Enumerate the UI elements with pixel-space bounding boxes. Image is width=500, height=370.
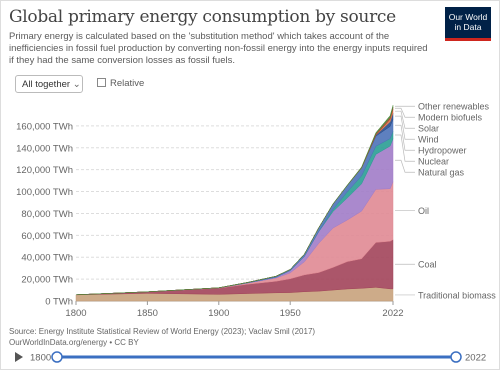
checkbox-box <box>97 78 106 87</box>
source-line: Source: Energy Institute Statistical Rev… <box>9 327 316 336</box>
legend-label[interactable]: Solar <box>418 124 439 134</box>
timeline-start: 1800 <box>30 353 51 364</box>
chart-subtitle: Primary energy is calculated based on th… <box>9 31 428 66</box>
legend-label[interactable]: Coal <box>418 260 437 270</box>
y-tick-label: 20,000 TWh <box>21 275 73 286</box>
x-tick-label: 1950 <box>280 308 301 319</box>
timeline-handle[interactable] <box>450 351 462 363</box>
timeline-handle[interactable] <box>51 351 63 363</box>
timeline-end: 2022 <box>465 353 486 364</box>
legend-label[interactable]: Traditional biomass <box>418 290 496 300</box>
y-tick-label: 60,000 TWh <box>21 231 73 242</box>
x-tick-label: 1850 <box>137 308 158 319</box>
area <box>75 105 394 296</box>
x-tick-label: 1900 <box>208 308 229 319</box>
y-tick-label: 40,000 TWh <box>21 253 73 264</box>
chart-title: Global primary energy consumption by sou… <box>9 7 396 27</box>
checkbox[interactable]: Relative <box>97 78 144 89</box>
logo-line: in Data <box>454 22 482 32</box>
y-tick-label: 140,000 TWh <box>16 143 73 154</box>
y-tick-label: 80,000 TWh <box>21 209 73 220</box>
dropdown[interactable]: All together ⌄ <box>15 75 83 93</box>
checkbox-label: Relative <box>110 78 145 89</box>
legend-label[interactable]: Nuclear <box>418 157 449 167</box>
legend-connector <box>395 110 415 129</box>
dropdown-caret: ⌄ <box>72 79 81 90</box>
legend-label[interactable]: Other renewables <box>418 102 490 112</box>
play-button[interactable] <box>15 352 23 362</box>
legend-connector <box>395 107 415 118</box>
legend-connector <box>395 115 415 140</box>
y-tick-label: 100,000 TWh <box>16 187 73 198</box>
source-line[interactable]: OurWorldInData.org/energy • CC BY <box>9 338 139 347</box>
legend-label[interactable]: Oil <box>418 206 429 216</box>
legend-label[interactable]: Modern biofuels <box>418 113 483 123</box>
legend-connector <box>395 124 415 151</box>
y-tick-label: 160,000 TWh <box>16 121 73 132</box>
legend-label[interactable]: Wind <box>418 135 439 145</box>
legend-label[interactable]: Natural gas <box>418 168 465 178</box>
source: Source: Energy Institute Statistical Rev… <box>9 326 315 348</box>
x-tick-label: 1800 <box>65 308 86 319</box>
legend-connector <box>395 134 415 162</box>
y-tick-label: 0 TWh <box>45 297 73 308</box>
dropdown-label: All together <box>22 79 71 90</box>
legend-connector <box>395 159 415 173</box>
y-tick-label: 120,000 TWh <box>16 165 73 176</box>
logo-line: Our World <box>448 12 488 22</box>
x-tick-label: 2022 <box>382 308 403 319</box>
legend-label[interactable]: Hydropower <box>418 146 467 156</box>
logo[interactable]: Our World in Data <box>445 7 491 41</box>
